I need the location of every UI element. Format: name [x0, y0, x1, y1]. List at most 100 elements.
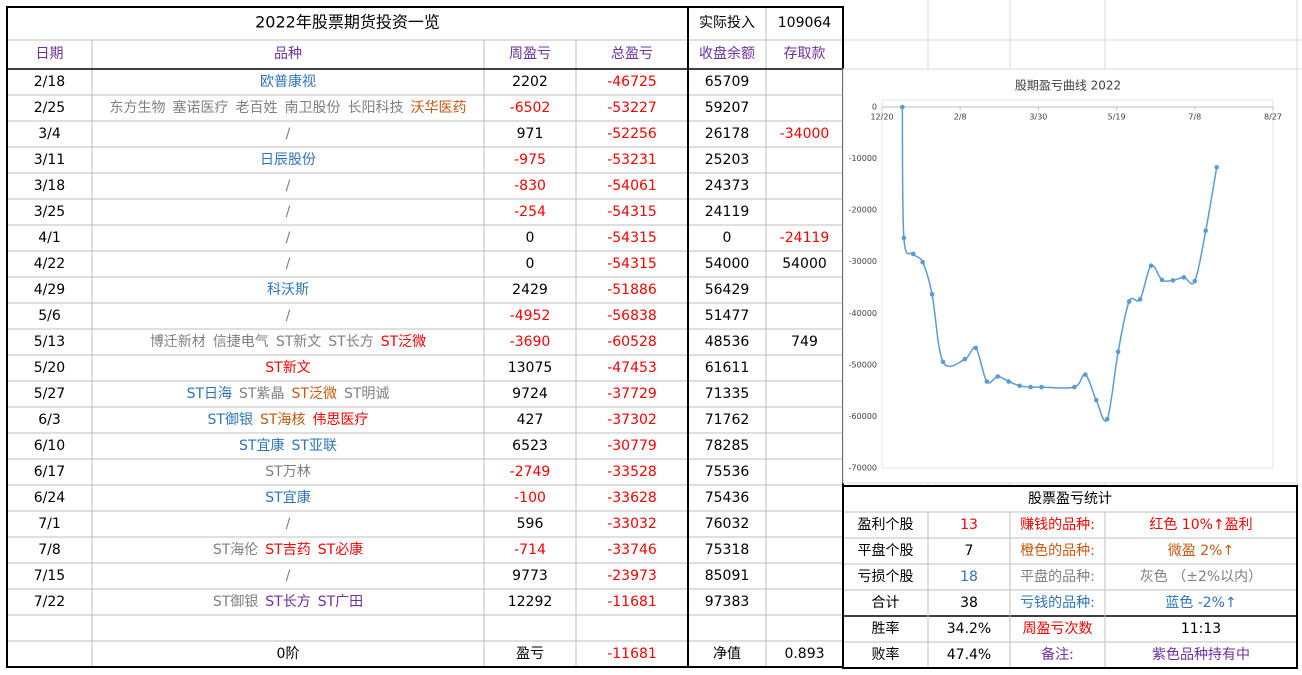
stock-name: ST必康: [318, 541, 363, 558]
table-title: 2022年股票期货投资一览: [255, 13, 440, 32]
stock-name: 欧普康视: [260, 73, 316, 90]
total-cell: -54061: [607, 178, 657, 194]
invested-value: 109064: [778, 15, 832, 31]
balance-cell: 78285: [705, 438, 750, 454]
weekly-cell: -6502: [510, 100, 551, 116]
series-line: [901, 106, 1218, 422]
date-cell: 5/20: [34, 360, 65, 376]
stats-cell: 合计: [872, 595, 900, 611]
data-point: [929, 291, 935, 297]
stock-name: /: [286, 204, 291, 220]
date-cell: 2/25: [34, 100, 65, 116]
stock-name: /: [286, 308, 291, 324]
items-cell: ST宜康: [265, 489, 310, 506]
stock-name: 伟思医疗: [312, 412, 368, 428]
chart-area: [842, 68, 1298, 484]
weekly-cell: -254: [514, 204, 546, 220]
data-point: [901, 235, 907, 241]
stats-cell: 47.4%: [947, 647, 991, 663]
stock-name: 东方生物: [110, 100, 166, 116]
total-cell: -30779: [607, 438, 657, 454]
stats-cell: 38: [960, 595, 978, 611]
stock-name: 科沃斯: [267, 282, 309, 298]
items-cell: /: [286, 516, 291, 532]
balance-cell: 25203: [705, 152, 750, 168]
data-point: [1181, 275, 1187, 280]
stock-name: ST海伦: [213, 542, 258, 558]
weekly-cell: 12292: [508, 594, 553, 610]
total-cell: -53231: [607, 152, 657, 168]
data-point: [1203, 228, 1209, 233]
total-cell: -37729: [607, 386, 657, 402]
column-header: 日期: [36, 46, 64, 62]
stats-cell: 平盘的品种:: [1020, 568, 1095, 585]
data-point: [1148, 263, 1154, 269]
data-point: [1214, 164, 1219, 170]
stats-cell: 亏损个股: [858, 569, 914, 585]
stock-name: ST日海: [187, 386, 232, 402]
data-point: [1017, 383, 1022, 389]
weekly-cell: 6523: [512, 438, 548, 454]
total-cell: -33746: [607, 542, 657, 558]
date-cell: 6/24: [34, 490, 66, 506]
stock-name: /: [286, 516, 291, 532]
stock-name: ST泛微: [381, 334, 426, 350]
stock-name: ST新文: [265, 360, 310, 376]
total-cell: -56838: [607, 308, 657, 324]
weekly-cell: -3690: [510, 334, 551, 350]
balance-cell: 24119: [705, 204, 750, 220]
y-tick-label: -60000: [849, 412, 877, 421]
balance-cell: 56429: [705, 282, 750, 298]
weekly-cell: 2202: [512, 74, 548, 90]
column-header: 收盘余额: [699, 45, 755, 62]
x-tick-label: 8/27: [1264, 113, 1282, 122]
balance-cell: 59207: [705, 100, 750, 116]
column-header: 总盈亏: [611, 46, 653, 62]
y-tick-label: 0: [872, 103, 877, 112]
data-point: [1104, 416, 1110, 422]
transfer-cell: -34000: [780, 126, 830, 142]
data-point: [1170, 278, 1176, 283]
balance-cell: 76032: [705, 516, 750, 532]
items-cell: 科沃斯: [267, 282, 309, 298]
items-cell: /: [286, 126, 291, 142]
weekly-cell: -714: [514, 542, 546, 558]
total-cell: -47453: [607, 360, 657, 376]
balance-cell: 71335: [705, 386, 750, 402]
x-tick-label: 12/20: [870, 113, 893, 122]
weekly-cell: 9773: [512, 568, 548, 584]
data-point: [973, 345, 979, 351]
balance-cell: 97383: [705, 594, 750, 610]
stats-cell: 平盘个股: [858, 542, 914, 559]
weekly-cell: 9724: [512, 386, 548, 402]
items-cell: 博迁新材 信捷电气 ST新文 ST长方 ST泛微: [150, 333, 426, 350]
balance-cell: 26178: [705, 126, 750, 142]
data-point: [1093, 397, 1099, 403]
total-cell: -60528: [607, 334, 657, 350]
stats-cell: 18: [960, 569, 978, 585]
stats-border: [842, 485, 1298, 669]
stock-name: /: [286, 178, 291, 194]
footer-pl-label: 盈亏: [516, 646, 544, 662]
stock-name: 日辰股份: [260, 152, 316, 168]
items-cell: /: [286, 204, 291, 220]
items-cell: /: [286, 256, 291, 272]
balance-cell: 51477: [705, 308, 750, 324]
transfer-cell: 749: [791, 334, 818, 350]
total-cell: -23973: [607, 568, 657, 584]
stock-name: ST新文: [276, 334, 321, 350]
stock-name: /: [286, 230, 291, 246]
items-cell: ST海伦 ST吉药 ST必康: [213, 541, 363, 558]
stock-name: ST亚联: [292, 438, 337, 454]
column-header: 存取款: [784, 46, 826, 62]
chart-title: 股期盈亏曲线 2022: [1015, 79, 1121, 93]
items-cell: ST御银 ST海核 伟思医疗: [208, 412, 369, 428]
items-cell: ST新文: [265, 360, 310, 376]
date-cell: 7/8: [38, 542, 61, 558]
column-header: 周盈亏: [509, 46, 551, 62]
data-point: [1028, 384, 1033, 390]
stock-name: ST海核: [260, 412, 305, 428]
stats-cell: 蓝色 -2%↑: [1165, 594, 1236, 611]
date-cell: 5/27: [34, 386, 65, 402]
